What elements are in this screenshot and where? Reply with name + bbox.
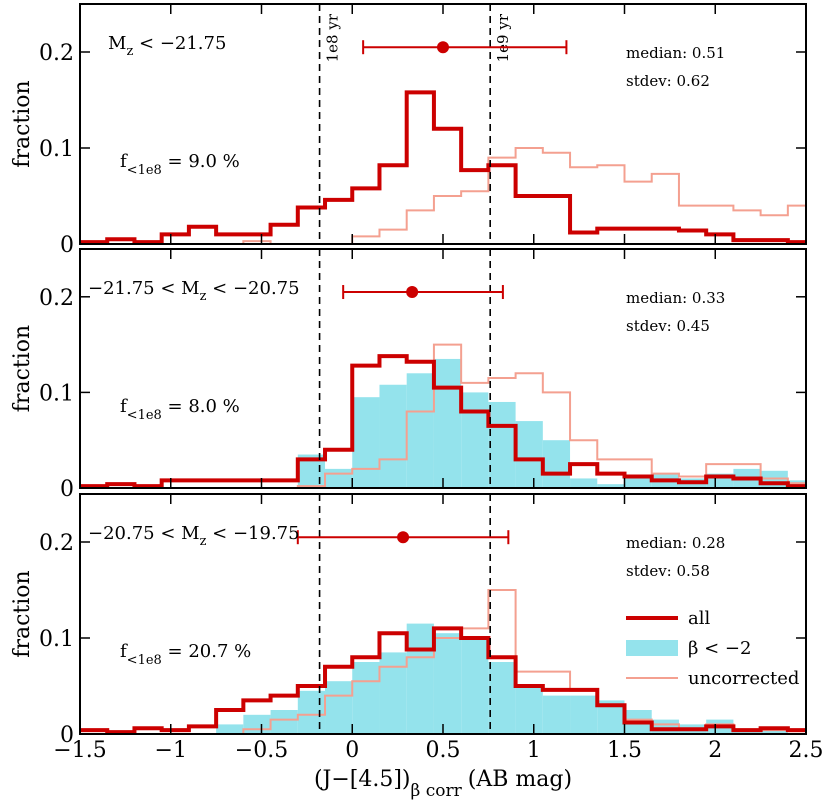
blue-bar: [325, 468, 353, 488]
y-tick-label: 0: [60, 477, 74, 502]
stdev-text: stdev: 0.45: [626, 317, 710, 335]
x-tick-label: −1.5: [53, 738, 106, 763]
all-histogram: [80, 90, 806, 245]
blue-bar: [760, 729, 788, 734]
legend-all-label: all: [688, 608, 710, 629]
fraction-label: f<1e8 = 8.0 %: [120, 396, 240, 423]
x-tick-label: −1: [155, 738, 187, 763]
legend-blue-swatch: [626, 640, 678, 656]
blue-bar: [325, 681, 353, 734]
x-tick-label: 0: [345, 738, 359, 763]
blue-bar: [570, 695, 598, 734]
blue-bar: [406, 623, 434, 734]
fraction-label: f<1e8 = 9.0 %: [120, 151, 240, 178]
median-text: median: 0.51: [626, 44, 725, 62]
x-axis: −1.5 −1 −0.5 0 0.5 1 1.5 2 2.5 (J−[4.5])β corr (AB…: [53, 738, 823, 801]
y-axis-label: fraction: [10, 570, 35, 657]
blue-bar: [379, 384, 407, 488]
x-tick-label: −0.5: [235, 738, 288, 763]
fraction-label: f<1e8 = 20.7 %: [120, 641, 251, 668]
y-axis-label: fraction: [10, 80, 35, 167]
blue-bar: [542, 695, 571, 734]
magnitude-label: −20.75 < Mz < −19.75: [88, 523, 300, 549]
legend-uncorrected-label: uncorrected: [688, 668, 799, 689]
blue-bar: [624, 478, 652, 488]
blue-bar: [542, 440, 571, 488]
y-tick-label: 0.2: [39, 41, 74, 66]
x-tick-label: 0.5: [426, 738, 461, 763]
age-line-label: 1e9 yr: [494, 13, 512, 62]
all-histogram: [80, 626, 806, 735]
x-tick-label: 2: [708, 738, 722, 763]
blue-bar: [570, 478, 598, 488]
stdev-text: stdev: 0.62: [626, 72, 710, 90]
magnitude-label: −21.75 < Mz < −20.75: [88, 278, 300, 304]
blue-bar: [352, 397, 380, 488]
x-tick-label: 1.5: [607, 738, 642, 763]
blue-bar: [216, 724, 244, 734]
y-tick-label: 0: [60, 233, 74, 258]
blue-bar: [651, 719, 679, 734]
uncorrected-histogram: [80, 147, 806, 245]
blue-bar: [406, 373, 434, 488]
x-tick-label: 1: [527, 738, 541, 763]
y-tick-label: 0.1: [39, 137, 74, 162]
x-axis-label: (J−[4.5])β corr (AB mag): [314, 767, 572, 801]
blue-bar: [297, 690, 326, 734]
legend-blue-label: β < −2: [688, 638, 751, 659]
stdev-text: stdev: 0.58: [626, 562, 710, 580]
y-tick-label: 0: [60, 723, 74, 748]
x-tick-label: 2.5: [789, 738, 824, 763]
magnitude-label: Mz < −21.75: [108, 33, 226, 59]
median-point: [437, 41, 449, 54]
median-text: median: 0.33: [626, 289, 725, 307]
median-point: [397, 531, 410, 544]
y-tick-label: 0.2: [39, 531, 74, 556]
blue-bar: [433, 633, 462, 734]
legend: all β < −2 uncorrected: [626, 608, 799, 689]
y-axis-label: fraction: [10, 325, 35, 412]
blue-bar: [515, 686, 543, 734]
blue-bar: [461, 638, 489, 734]
age-line-label: 1e8 yr: [324, 13, 342, 62]
blue-bar: [270, 710, 298, 734]
y-tick-label: 0.2: [39, 286, 74, 311]
blue-bar: [461, 392, 489, 488]
median-text: median: 0.28: [626, 534, 725, 552]
y-tick-label: 0.1: [39, 381, 74, 406]
median-point: [406, 286, 419, 299]
blue-bar: [488, 401, 516, 488]
blue-bar: [352, 662, 380, 734]
y-tick-label: 0.1: [39, 627, 74, 652]
blue-bar: [433, 358, 462, 488]
blue-bar: [243, 714, 271, 734]
blue-bar: [379, 652, 407, 734]
blue-bar: [597, 484, 625, 488]
blue-bar: [488, 662, 516, 734]
all-histogram: [80, 354, 806, 489]
blue-bar: [515, 421, 543, 488]
